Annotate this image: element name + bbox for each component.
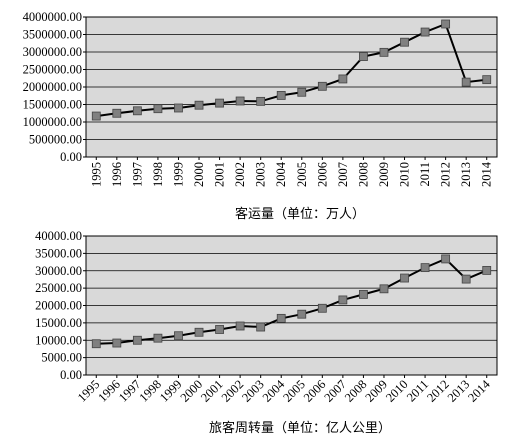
chart-1-x-tick-label: 1999 — [171, 162, 185, 187]
chart-1-y-tick-label: 2000000.00 — [23, 80, 82, 94]
passenger-volume-chart: 0.00 500000.00 1000000.00 1500000.00 2000000… — [23, 10, 498, 187]
chart-1-y-tick-label: 1000000.00 — [23, 115, 82, 129]
chart-1-x-tick-label: 2010 — [398, 162, 412, 187]
chart-1-data-point — [215, 98, 224, 108]
chart-1-x-tick-label: 1996 — [110, 162, 124, 187]
chart-1-x-tick-label: 2013 — [459, 162, 473, 187]
chart-2-data-point — [215, 325, 224, 334]
chart-2-y-tick-label: 10000.00 — [35, 333, 82, 347]
chart-1-data-point — [91, 111, 101, 121]
chart-2-data-point — [338, 295, 348, 305]
chart-1-data-point — [276, 91, 286, 100]
chart-2-data-point — [379, 284, 389, 294]
chart-2-title: 旅客周转量（单位：亿人公里） — [209, 420, 391, 436]
chart-1-x-tick-label: 1995 — [89, 162, 103, 187]
chart-1-y-tick-label: 500000.00 — [29, 133, 82, 147]
chart-2-data-point — [194, 327, 204, 337]
chart-1-data-point — [441, 19, 451, 29]
passenger-turnover-chart: 0.00 5000.00 10000.00 15000.00 20000.00 25000… — [35, 229, 498, 405]
chart-2-y-tick-label: 20000.00 — [35, 299, 82, 313]
chart-1-x-tick-label: 2009 — [377, 162, 391, 187]
chart-1-y-tick-label: 1500000.00 — [23, 98, 82, 112]
chart-2-data-point — [276, 313, 286, 323]
chart-1-x-tick-label: 2005 — [295, 162, 309, 187]
chart-1-data-point — [235, 96, 245, 106]
chart-1-x-tick-label: 2002 — [233, 162, 247, 187]
chart-2-data-point — [317, 303, 327, 313]
chart-1-data-point — [256, 96, 266, 106]
chart-2-data-point — [441, 254, 451, 264]
chart-1-data-point — [132, 106, 142, 116]
chart-1-data-point — [153, 104, 163, 114]
chart-1-x-tick-label: 2008 — [356, 162, 370, 187]
chart-2-data-point — [297, 309, 307, 319]
chart-2-y-tick-label: 30000.00 — [35, 264, 82, 278]
chart-2-y-tick-label: 0.00 — [60, 368, 82, 382]
chart-1-x-tick-label: 2004 — [274, 161, 288, 187]
chart-1-data-point — [461, 77, 471, 87]
chart-2-data-point — [132, 335, 142, 345]
chart-2-x-tick-label: 2014 — [465, 377, 493, 405]
chart-1-data-point — [297, 87, 307, 97]
chart-2-y-tick-label: 35000.00 — [35, 246, 82, 260]
chart-2-y-tick-label: 5000.00 — [41, 351, 82, 365]
chart-1-title: 客运量（单位：万人） — [235, 206, 365, 222]
chart-1-data-point — [420, 27, 430, 37]
chart-2-data-point — [91, 339, 101, 349]
chart-1-data-point — [482, 75, 492, 85]
chart-2-data-point — [420, 263, 430, 273]
chart-1-x-tick-label: 2007 — [336, 162, 350, 187]
chart-1-data-point — [379, 47, 389, 57]
chart-1-x-tick-label: 1997 — [130, 162, 144, 187]
chart-2-data-point — [235, 321, 245, 331]
chart-1-data-point — [194, 100, 204, 110]
chart-2-y-tick-label: 15000.00 — [35, 316, 82, 330]
chart-1-data-point — [359, 52, 368, 61]
chart-2-y-tick-label: 25000.00 — [35, 281, 82, 295]
chart-1-x-tick-label: 2006 — [315, 162, 329, 187]
chart-2-data-point — [482, 266, 492, 275]
chart-2-data-point — [256, 322, 266, 332]
chart-1-x-tick-label: 2011 — [418, 162, 432, 187]
chart-1-y-tick-label: 3000000.00 — [23, 45, 82, 59]
chart-1-data-point — [400, 37, 409, 47]
chart-2-data-point — [174, 331, 183, 341]
chart-1-y-tick-label: 0.00 — [60, 150, 82, 164]
chart-1-y-tick-label: 4000000.00 — [23, 10, 82, 24]
chart-1-x-tick-label: 2000 — [192, 162, 206, 187]
chart-1-y-tick-label: 2500000.00 — [23, 63, 82, 77]
chart-2-data-point — [400, 273, 409, 283]
chart-1-data-point — [112, 108, 122, 118]
chart-1-x-tick-label: 1998 — [151, 162, 165, 187]
chart-1-y-tick-label: 3500000.00 — [23, 28, 82, 42]
chart-1-x-tick-label: 2003 — [254, 162, 268, 187]
chart-2-data-point — [359, 289, 368, 299]
chart-1-data-point — [317, 81, 327, 91]
chart-2-y-tick-label: 40000.00 — [35, 229, 82, 243]
chart-1-data-point — [338, 74, 348, 84]
chart-2-data-point — [153, 333, 163, 343]
chart-1-data-point — [174, 103, 183, 113]
chart-2-data-point — [461, 274, 471, 284]
chart-1-x-tick-label: 2012 — [439, 162, 453, 187]
chart-1-x-tick-label: 2001 — [213, 162, 227, 187]
chart-1-x-tick-label: 2014 — [480, 161, 494, 187]
chart-2-data-point — [112, 338, 122, 348]
